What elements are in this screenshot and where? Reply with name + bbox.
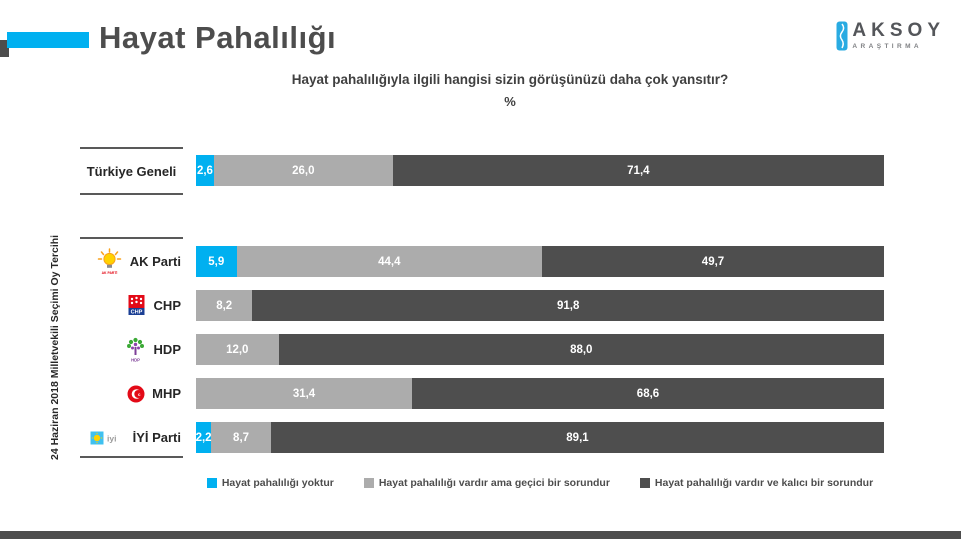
bar-hdp: 12,0 88,0 [196, 334, 884, 365]
legend-item: Hayat pahalılığı vardır ama geçici bir s… [363, 477, 610, 489]
bar-segment: 88,0 [278, 334, 884, 365]
title-accent-blue [7, 32, 89, 48]
bar-segment: 44,4 [236, 246, 543, 277]
title-accent-dark [0, 40, 9, 57]
bar-value-label: 89,1 [566, 431, 589, 444]
bar-value-label: 49,7 [701, 255, 725, 268]
bar-segment: 68,6 [412, 378, 884, 409]
row-label-turkiye-geneli: Türkiye Geneli [80, 147, 183, 195]
bar-akparti: 5,9 44,4 49,7 [196, 246, 884, 277]
brand-tagline: ARAŞTIRMA [852, 43, 923, 50]
bar-iyi: 2,2 8,7 89,1 [196, 422, 884, 453]
vote-preference-axis-label: 24 Haziran 2018 Milletvekili Seçimi Oy T… [49, 234, 61, 461]
row-label-akparti: AK PARTİ AK Parti [80, 246, 183, 277]
bar-segment: 8,2 [196, 290, 253, 321]
bar-value-label: 91,8 [556, 299, 580, 312]
unit-label: % [504, 94, 516, 109]
bar-value-label: 5,9 [208, 255, 225, 268]
legend-swatch-icon [639, 478, 650, 488]
bar-segment: 5,9 [196, 246, 237, 277]
row-label-iyi: iyi İYİ Parti [80, 422, 183, 453]
footer-bar [0, 531, 961, 539]
bar-value-label: 71,4 [627, 164, 650, 177]
bar-value-label: 8,2 [216, 299, 233, 312]
bar-segment: 2,6 [196, 155, 214, 186]
chp-logo-icon: CHP [126, 294, 147, 317]
bar-mhp: 31,4 68,6 [196, 378, 884, 409]
brand-text: AKSOY ARAŞTIRMA [852, 20, 945, 51]
svg-text:AK PARTİ: AK PARTİ [101, 271, 117, 275]
question-block: Hayat pahalılığıyla ilgili hangisi sizin… [110, 72, 910, 109]
legend-item: Hayat pahalılığı yoktur [206, 477, 334, 489]
svg-text:c: c [138, 392, 141, 397]
party-name: CHP [153, 298, 181, 313]
bar-segment: 71,4 [392, 155, 884, 186]
bar-turkiye-geneli: 2,6 26,0 71,4 [196, 155, 884, 186]
legend-item: Hayat pahalılığı vardır ve kalıcı bir so… [639, 477, 874, 489]
bar-chp: 8,2 91,8 [196, 290, 884, 321]
legend: Hayat pahalılığı yoktur Hayat pahalılığı … [196, 477, 884, 489]
bar-value-label: 31,4 [292, 387, 316, 400]
bar-value-label: 8,7 [233, 431, 250, 444]
party-name: HDP [153, 342, 181, 357]
hdp-logo-icon: HDP [124, 336, 147, 363]
bar-segment: 89,1 [270, 422, 884, 453]
bar-value-label: 68,6 [636, 387, 660, 400]
row-label-chp: CHP CHP [80, 290, 183, 321]
party-name: MHP [152, 386, 181, 401]
svg-text:iyi: iyi [107, 433, 116, 443]
party-name: AK Parti [129, 254, 181, 269]
legend-label: Hayat pahalılığı yoktur [221, 477, 334, 489]
akparti-logo-icon: AK PARTİ [96, 247, 123, 276]
mhp-logo-icon: c [127, 385, 145, 403]
page-title: Hayat Pahalılığı [99, 20, 337, 55]
bar-segment: 49,7 [542, 246, 884, 277]
brand-logo: AKSOY ARAŞTIRMA [836, 21, 945, 56]
legend-swatch-icon [363, 478, 374, 488]
bar-value-label: 88,0 [570, 343, 593, 356]
bar-value-label: 2,6 [196, 164, 213, 177]
legend-label: Hayat pahalılığı vardır ve kalıcı bir so… [654, 477, 874, 489]
bar-value-label: 44,4 [378, 255, 401, 268]
party-group-box [80, 237, 183, 458]
legend-swatch-icon [206, 478, 217, 488]
party-name: İYİ Parti [132, 430, 181, 445]
svg-text:HDP: HDP [131, 358, 140, 363]
bar-segment: 91,8 [252, 290, 884, 321]
brand-name: AKSOY [852, 20, 945, 41]
aksoy-wave-icon [836, 21, 848, 56]
legend-label: Hayat pahalılığı vardır ama geçici bir s… [378, 477, 610, 489]
bar-segment: 8,7 [211, 422, 271, 453]
row-label-mhp: c MHP [80, 378, 183, 409]
bar-value-label: 12,0 [226, 343, 249, 356]
bar-value-label: 2,2 [195, 431, 212, 444]
bar-segment: 26,0 [213, 155, 393, 186]
bar-segment: 12,0 [196, 334, 279, 365]
svg-text:CHP: CHP [130, 310, 142, 316]
bar-segment: 2,2 [195, 422, 212, 453]
iyi-logo-icon: iyi [90, 430, 126, 446]
bar-value-label: 26,0 [292, 164, 315, 177]
survey-question: Hayat pahalılığıyla ilgili hangisi sizin… [291, 72, 729, 87]
row-label-hdp: HDP HDP [80, 334, 183, 365]
bar-segment: 31,4 [196, 378, 413, 409]
